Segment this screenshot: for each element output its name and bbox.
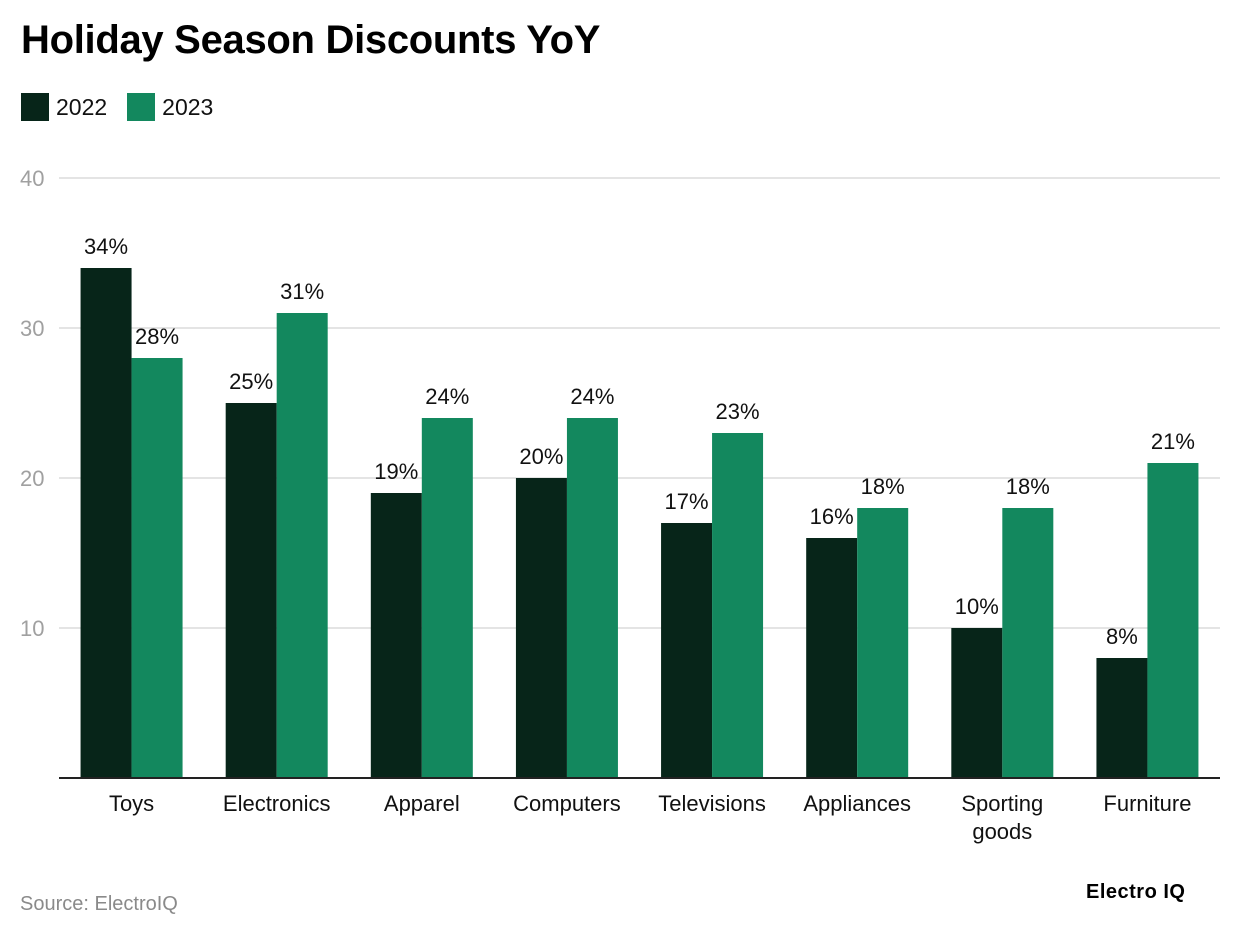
data-label: 19% (374, 459, 418, 484)
bar-2023-0 (131, 358, 183, 778)
data-label: 24% (570, 384, 614, 409)
bar-2023-4 (712, 433, 764, 778)
bar-2022-7 (1096, 658, 1148, 778)
data-label: 18% (861, 474, 905, 499)
data-label: 25% (229, 369, 273, 394)
bar-2022-0 (80, 268, 132, 778)
bar-2022-1 (225, 403, 277, 778)
x-tick-label: Apparel (384, 791, 460, 816)
source-note: Source: ElectroIQ (20, 893, 178, 915)
x-tick-label: Electronics (223, 791, 331, 816)
y-tick-label: 20 (20, 466, 44, 491)
data-label: 17% (665, 489, 709, 514)
legend-label-2023: 2023 (162, 93, 214, 120)
x-tick-label: Appliances (803, 791, 911, 816)
legend: 2022 2023 (21, 93, 233, 121)
brand-logo: Electro IQ (1086, 881, 1186, 903)
data-label: 24% (425, 384, 469, 409)
bar-2022-5 (806, 538, 858, 778)
bar-2022-4 (661, 523, 713, 778)
x-tick-label: Toys (109, 791, 154, 816)
data-label: 31% (280, 279, 324, 304)
legend-swatch-2023 (127, 93, 156, 121)
legend-label-2022: 2022 (56, 93, 108, 120)
bar-2023-1 (276, 313, 328, 778)
bar-2022-6 (951, 628, 1003, 778)
data-label: 10% (955, 594, 999, 619)
data-label: 21% (1151, 429, 1195, 454)
data-label: 20% (519, 444, 563, 469)
bar-2022-2 (370, 493, 422, 778)
data-label: 28% (135, 324, 179, 349)
legend-swatch-2022 (21, 93, 49, 121)
data-label: 8% (1106, 624, 1138, 649)
x-tick-label: Computers (513, 791, 621, 816)
data-label: 34% (84, 234, 128, 259)
y-tick-label: 30 (20, 316, 44, 341)
data-label: 18% (1006, 474, 1050, 499)
legend-item-2023: 2023 (127, 93, 213, 121)
data-label: 16% (810, 504, 854, 529)
bar-2022-3 (515, 478, 567, 778)
data-label: 23% (716, 399, 760, 424)
x-tick-label: Furniture (1103, 791, 1191, 816)
bar-2023-6 (1002, 508, 1054, 778)
y-tick-label: 40 (20, 166, 44, 191)
chart-title: Holiday Season Discounts YoY (21, 18, 601, 62)
bar-2023-2 (421, 418, 473, 778)
x-tick-label: Televisions (658, 791, 766, 816)
y-tick-label: 10 (20, 616, 44, 641)
bar-2023-3 (566, 418, 618, 778)
bar-2023-7 (1147, 463, 1199, 778)
legend-item-2022: 2022 (21, 93, 107, 121)
x-tick-label: Sporting goods (961, 791, 1043, 844)
bar-2023-5 (857, 508, 909, 778)
